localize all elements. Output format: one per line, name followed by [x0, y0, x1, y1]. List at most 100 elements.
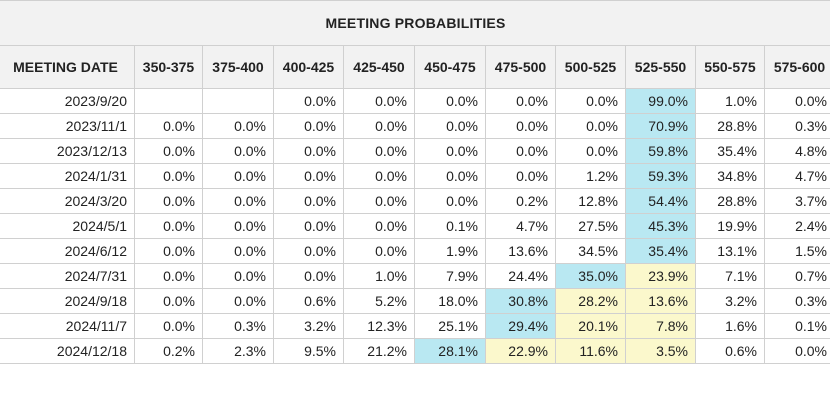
table-row: 2024/7/31 0.0% 0.0% 0.0% 1.0% 7.9% 24.4% 35.0% 2… [0, 263, 830, 289]
column-header-range: 500-525 [555, 45, 626, 89]
probability-cell: 0.0% [343, 188, 415, 214]
probability-cell: 0.0% [202, 138, 274, 164]
probability-cell: 0.3% [202, 313, 274, 339]
probability-cell: 0.6% [695, 338, 765, 364]
table-row: 2024/11/7 0.0% 0.3% 3.2% 12.3% 25.1% 29.4% 20.1… [0, 313, 830, 339]
probability-cell: 0.3% [763, 113, 830, 139]
probability-cell: 0.0% [134, 138, 203, 164]
probability-cell: 27.5% [555, 213, 626, 239]
probability-cell: 2.3% [202, 338, 274, 364]
probability-cell: 12.8% [555, 188, 626, 214]
probability-cell: 0.0% [202, 263, 274, 289]
table-row: 2023/11/1 0.0% 0.0% 0.0% 0.0% 0.0% 0.0% 0.0% 70.… [0, 113, 830, 139]
probability-cell: 3.7% [763, 188, 830, 214]
probability-cell [134, 88, 203, 114]
meeting-date-cell: 2024/1/31 [0, 163, 135, 189]
probability-cell [202, 88, 274, 114]
probability-cell: 0.0% [343, 163, 415, 189]
column-header-range: 450-475 [414, 45, 486, 89]
probability-cell: 0.0% [202, 188, 274, 214]
probability-cell: 0.0% [485, 88, 556, 114]
probability-cell: 1.5% [763, 238, 830, 264]
probability-cell: 28.2% [555, 288, 626, 314]
probability-cell: 0.0% [202, 288, 274, 314]
probability-cell: 0.0% [202, 163, 274, 189]
probability-cell: 0.0% [555, 138, 626, 164]
probability-cell: 19.9% [695, 213, 765, 239]
probability-cell: 35.4% [625, 238, 696, 264]
probability-cell: 1.0% [695, 88, 765, 114]
probability-cell: 1.6% [695, 313, 765, 339]
column-header-range: 575-600 [763, 45, 830, 89]
probability-cell: 70.9% [625, 113, 696, 139]
column-header-range: 375-400 [202, 45, 274, 89]
column-header-range: 400-425 [273, 45, 344, 89]
probability-cell: 0.0% [134, 113, 203, 139]
probability-cell: 0.0% [763, 88, 830, 114]
table-row: 2024/1/31 0.0% 0.0% 0.0% 0.0% 0.0% 0.0% 1.2% 59.… [0, 163, 830, 189]
probability-cell: 9.5% [273, 338, 344, 364]
probability-cell: 30.8% [485, 288, 556, 314]
probability-cell: 59.3% [625, 163, 696, 189]
column-header-row: MEETING DATE 350-375 375-400 400-425 425-450… [0, 45, 830, 89]
probability-cell: 4.7% [763, 163, 830, 189]
probability-cell: 0.0% [202, 213, 274, 239]
column-header-range: 475-500 [485, 45, 556, 89]
probability-cell: 3.2% [273, 313, 344, 339]
probability-cell: 21.2% [343, 338, 415, 364]
probability-cell: 0.0% [343, 113, 415, 139]
probability-cell: 13.6% [625, 288, 696, 314]
probability-cell: 2.4% [763, 213, 830, 239]
probability-cell: 0.0% [414, 163, 486, 189]
probability-cell: 12.3% [343, 313, 415, 339]
probability-cell: 0.0% [273, 263, 344, 289]
probability-cell: 18.0% [414, 288, 486, 314]
probability-cell: 0.2% [134, 338, 203, 364]
probability-cell: 0.0% [273, 138, 344, 164]
probability-cell: 0.0% [414, 138, 486, 164]
table-row: 2024/5/1 0.0% 0.0% 0.0% 0.0% 0.1% 4.7% 27.5% 45.… [0, 213, 830, 239]
probability-cell: 45.3% [625, 213, 696, 239]
probability-cell: 1.2% [555, 163, 626, 189]
probability-cell: 0.0% [555, 113, 626, 139]
column-header-range: 350-375 [134, 45, 203, 89]
probability-cell: 0.0% [134, 238, 203, 264]
meeting-date-cell: 2024/5/1 [0, 213, 135, 239]
meeting-date-cell: 2024/12/18 [0, 338, 135, 364]
probability-cell: 0.0% [414, 188, 486, 214]
probability-cell: 28.8% [695, 188, 765, 214]
probability-cell: 7.1% [695, 263, 765, 289]
probability-cell: 0.0% [485, 113, 556, 139]
probability-cell: 0.0% [134, 313, 203, 339]
probability-cell: 3.2% [695, 288, 765, 314]
probability-cell: 35.0% [555, 263, 626, 289]
meeting-date-cell: 2024/6/12 [0, 238, 135, 264]
table-row: 2024/3/20 0.0% 0.0% 0.0% 0.0% 0.0% 0.2% 12.8% 54… [0, 188, 830, 214]
probability-cell: 0.0% [555, 88, 626, 114]
probability-cell: 0.0% [273, 163, 344, 189]
column-header-range: 525-550 [625, 45, 696, 89]
probability-cell: 0.0% [273, 88, 344, 114]
probability-cell: 0.1% [414, 213, 486, 239]
probability-cell: 0.0% [273, 188, 344, 214]
probability-cell: 0.0% [273, 238, 344, 264]
meeting-date-cell: 2023/9/20 [0, 88, 135, 114]
probability-cell: 5.2% [343, 288, 415, 314]
meeting-date-cell: 2023/12/13 [0, 138, 135, 164]
probability-cell: 4.7% [485, 213, 556, 239]
probability-cell: 0.0% [485, 163, 556, 189]
probability-cell: 0.0% [273, 113, 344, 139]
probability-cell: 0.1% [763, 313, 830, 339]
probability-cell: 11.6% [555, 338, 626, 364]
table-row: 2024/12/18 0.2% 2.3% 9.5% 21.2% 28.1% 22.9% 11.… [0, 338, 830, 364]
probability-cell: 24.4% [485, 263, 556, 289]
probability-cell: 29.4% [485, 313, 556, 339]
probability-cell: 0.0% [343, 238, 415, 264]
probability-cell: 0.0% [414, 88, 486, 114]
meeting-date-cell: 2024/7/31 [0, 263, 135, 289]
probability-cell: 34.8% [695, 163, 765, 189]
probability-cell: 13.6% [485, 238, 556, 264]
probability-cell: 20.1% [555, 313, 626, 339]
probability-cell: 0.0% [202, 238, 274, 264]
